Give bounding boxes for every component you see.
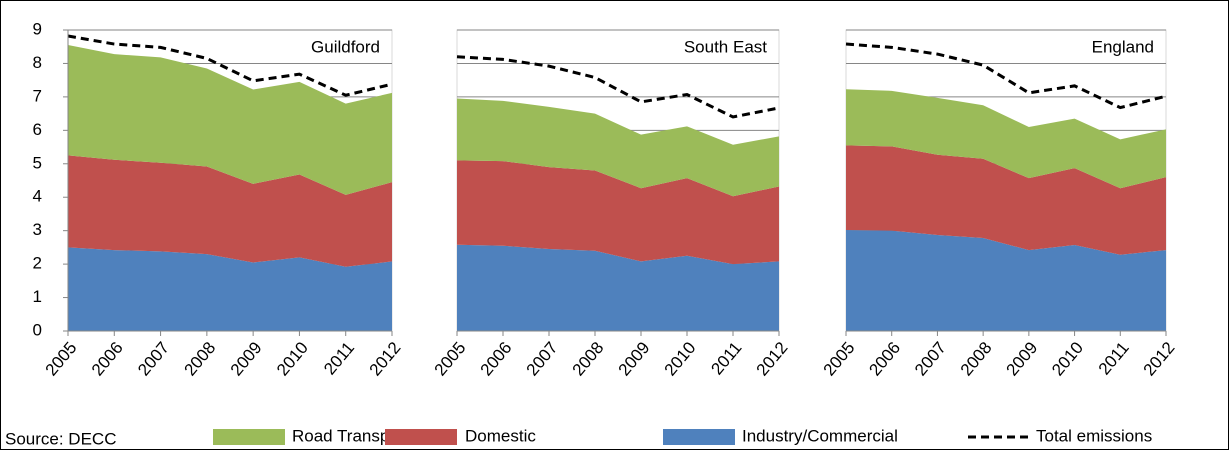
legend-label: Road Transport: [292, 426, 409, 445]
legend-label: Domestic: [465, 426, 536, 445]
panel-title: England: [1092, 37, 1154, 56]
panel-title: Guildford: [311, 37, 380, 56]
area: [457, 244, 779, 331]
y-tick-label: 8: [33, 53, 42, 72]
y-tick-label: 7: [33, 86, 42, 105]
area: [68, 45, 392, 195]
y-tick-label: 6: [33, 120, 42, 139]
y-tick-label: 5: [33, 153, 42, 172]
area: [68, 155, 392, 267]
panel-title: South East: [684, 37, 767, 56]
area: [846, 89, 1166, 189]
y-tick-label: 4: [33, 187, 42, 206]
y-tick-label: 1: [33, 287, 42, 306]
area: [68, 247, 392, 331]
source-note: Source: DECC: [5, 429, 116, 448]
area: [457, 160, 779, 265]
area: [846, 145, 1166, 255]
y-tick-label: 0: [33, 320, 42, 339]
legend-swatch: [663, 429, 735, 445]
legend-label: Industry/Commercial: [742, 426, 898, 445]
area: [846, 229, 1166, 331]
total-line: [456, 55, 780, 119]
legend-swatch: [385, 429, 457, 445]
y-tick-label: 9: [33, 19, 42, 38]
legend-label: Total emissions: [1036, 426, 1152, 445]
legend-swatch: [213, 429, 285, 445]
y-tick-label: 2: [33, 254, 42, 273]
total-line: [845, 42, 1167, 110]
area: [457, 98, 779, 197]
y-tick-label: 3: [33, 220, 42, 239]
total-line: [67, 34, 393, 97]
